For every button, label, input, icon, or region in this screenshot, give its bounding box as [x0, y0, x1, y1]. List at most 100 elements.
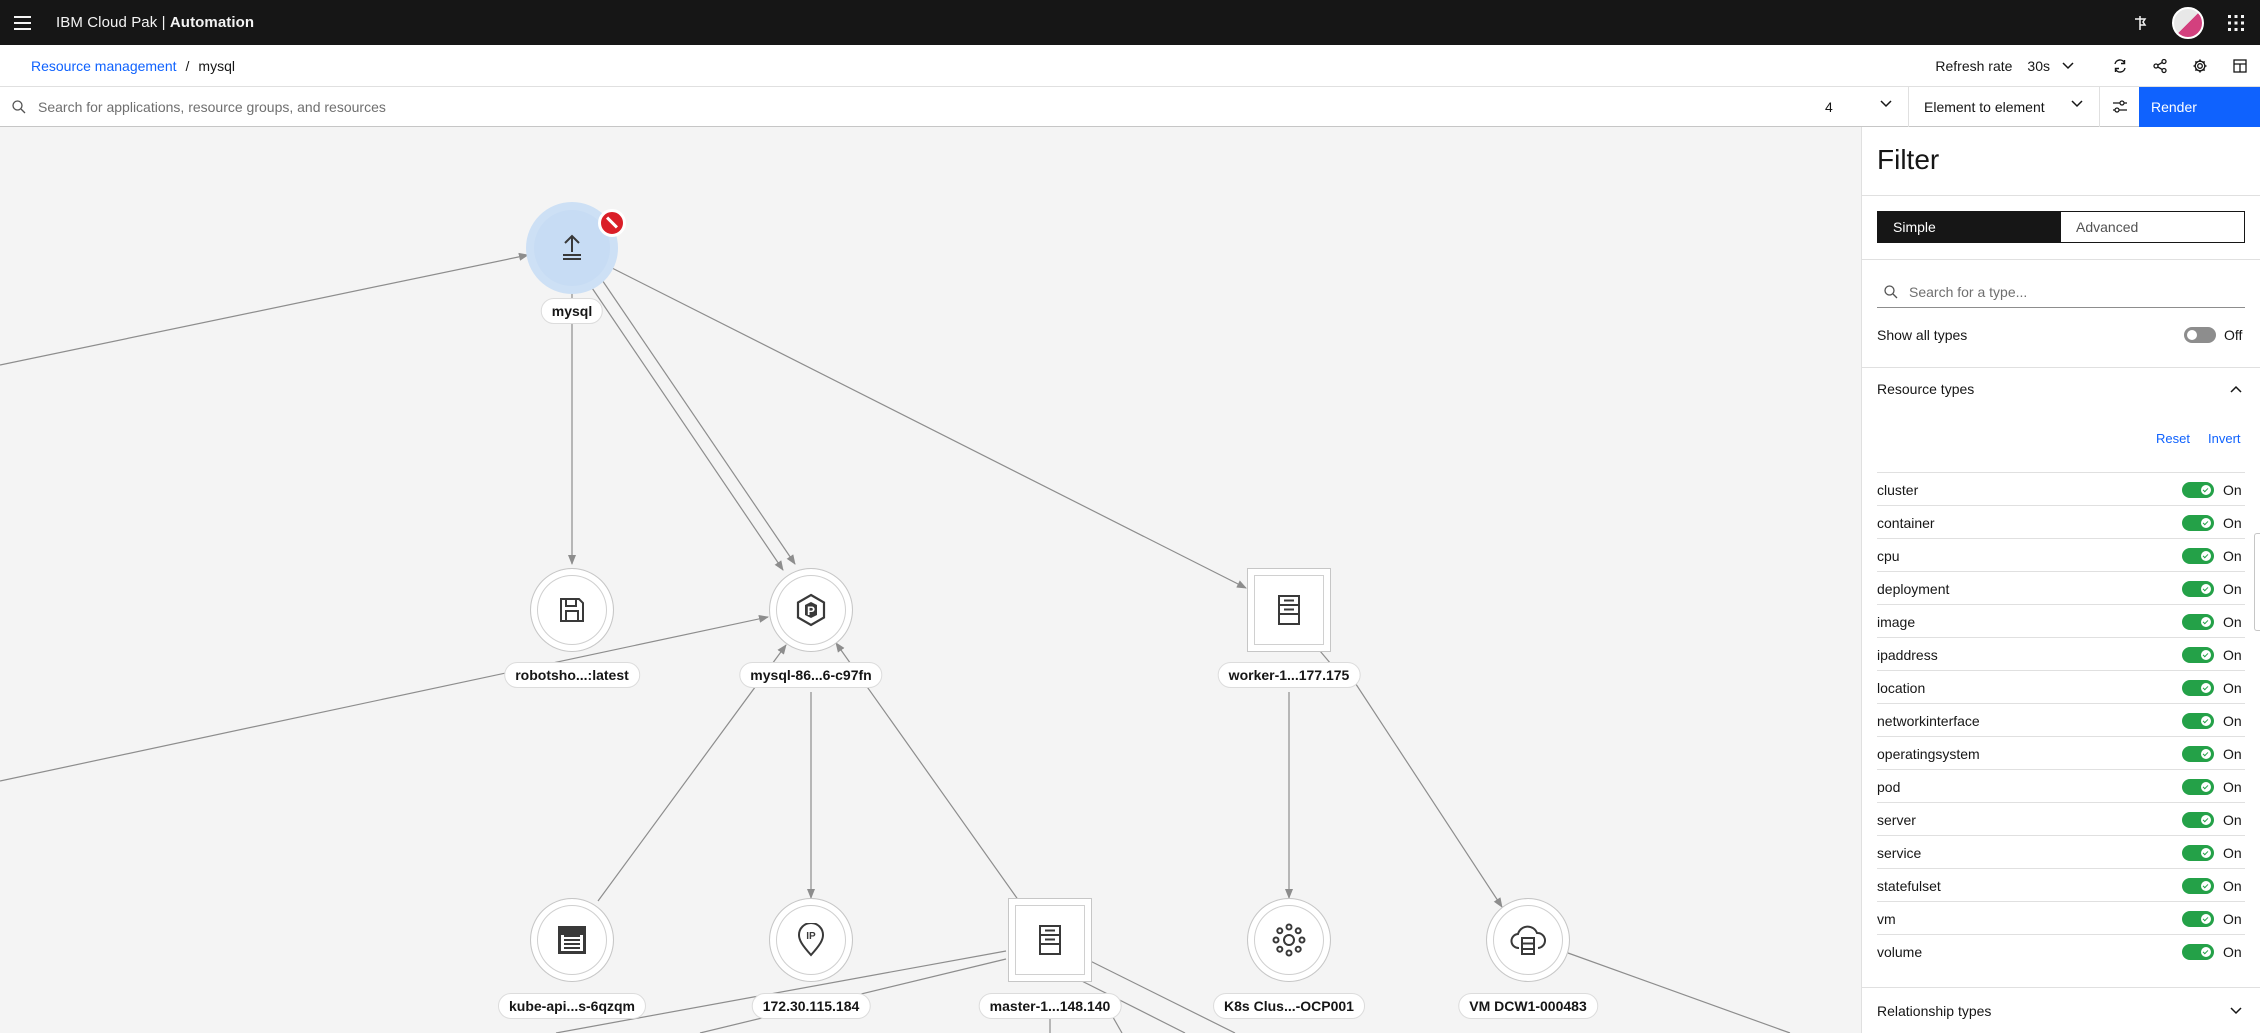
user-avatar[interactable]	[2164, 0, 2212, 45]
chevron-down-icon	[2071, 100, 2083, 108]
node-label-kube-api[interactable]: kube-api...s-6qzqm	[497, 993, 647, 1019]
resource-type-toggle[interactable]	[2182, 845, 2214, 861]
divider	[1862, 987, 2260, 988]
resource-type-toggle[interactable]	[2182, 581, 2214, 597]
node-master[interactable]	[1008, 898, 1092, 982]
resource-type-name: statefulset	[1877, 878, 1941, 894]
show-all-types-toggle[interactable]	[2184, 327, 2216, 343]
pod-hexagon-icon: P	[796, 593, 826, 627]
node-cluster[interactable]	[1247, 898, 1331, 982]
hop-type-value: Element to element	[1924, 99, 2045, 115]
blocked-status-icon	[598, 209, 626, 237]
node-label-worker[interactable]: worker-1...177.175	[1217, 662, 1361, 688]
node-pod[interactable]: P	[769, 568, 853, 652]
hop-type-dropdown[interactable]: Element to element	[1908, 87, 2099, 127]
resource-type-toggle[interactable]	[2182, 647, 2214, 663]
ip-location-icon: IP	[797, 923, 825, 957]
resource-type-toggle[interactable]	[2182, 515, 2214, 531]
node-label-master[interactable]: master-1...148.140	[978, 993, 1122, 1019]
resource-type-row: deployment On	[1877, 571, 2245, 604]
resource-type-toggle[interactable]	[2182, 713, 2214, 729]
resource-search-input[interactable]	[38, 98, 1818, 115]
breadcrumb: Resource management / mysql	[31, 58, 235, 74]
invert-link[interactable]: Invert	[2208, 431, 2241, 446]
search-bar: 4 Element to element Render	[0, 87, 2260, 127]
hamburger-menu-icon[interactable]	[0, 0, 45, 45]
hops-dropdown[interactable]: 4	[1814, 87, 1908, 127]
resource-type-state: On	[2223, 713, 2242, 729]
tab-advanced[interactable]: Advanced	[2061, 212, 2244, 242]
top-header: IBM Cloud Pak | Automation	[0, 0, 2260, 45]
edge	[1347, 671, 1503, 908]
resource-type-name: server	[1877, 812, 1916, 828]
type-search-input[interactable]	[1909, 283, 2229, 300]
filter-panel: Filter Simple Advanced Show all types Of…	[1861, 127, 2260, 1033]
divider	[1862, 259, 2260, 260]
share-icon[interactable]	[2140, 45, 2180, 87]
node-label-vm[interactable]: VM DCW1-000483	[1458, 993, 1598, 1019]
node-label-robotshop[interactable]: robotsho...:latest	[504, 662, 640, 688]
node-label-ipaddress[interactable]: 172.30.115.184	[751, 993, 871, 1019]
resource-type-toggle[interactable]	[2182, 878, 2214, 894]
reset-link[interactable]: Reset	[2156, 431, 2190, 446]
resource-type-name: image	[1877, 614, 1916, 630]
edge	[599, 276, 796, 565]
cloud-vm-icon	[1510, 925, 1546, 955]
search-icon	[0, 87, 38, 127]
show-all-types-state: Off	[2224, 327, 2243, 343]
breadcrumb-current: mysql	[198, 57, 235, 74]
resource-type-name: volume	[1877, 944, 1923, 960]
resource-type-row: operatingsystem On	[1877, 736, 2245, 769]
resource-type-toggle[interactable]	[2182, 944, 2214, 960]
resource-type-toggle[interactable]	[2182, 746, 2214, 762]
tab-simple[interactable]: Simple	[1878, 212, 2061, 242]
pin-icon[interactable]	[2116, 0, 2164, 45]
resource-type-toggle[interactable]	[2182, 812, 2214, 828]
app-switcher-grid-icon[interactable]	[2212, 0, 2260, 45]
breadcrumb-separator: /	[185, 57, 190, 74]
resource-type-toggle[interactable]	[2182, 911, 2214, 927]
resource-type-row: vm On	[1877, 901, 2245, 934]
node-ipaddress[interactable]: IP	[769, 898, 853, 982]
resource-type-toggle[interactable]	[2182, 614, 2214, 630]
product-name[interactable]: IBM Cloud Pak | Automation	[56, 14, 255, 31]
resource-type-row: pod On	[1877, 769, 2245, 802]
gear-icon[interactable]	[2180, 45, 2220, 87]
resource-type-state: On	[2223, 515, 2242, 531]
node-robotshop[interactable]	[530, 568, 614, 652]
resource-type-name: service	[1877, 845, 1922, 861]
relationship-types-heading[interactable]: Relationship types	[1877, 1003, 1992, 1019]
refresh-rate-dropdown[interactable]: 30s	[2027, 58, 2074, 74]
node-worker[interactable]	[1247, 568, 1331, 652]
chevron-up-icon[interactable]	[2230, 385, 2242, 393]
resource-type-name: container	[1877, 515, 1935, 531]
topology-canvas[interactable]: mysql robotsho...:latest P mysql-86...6-…	[0, 127, 1861, 1033]
filter-mode-switcher: Simple Advanced	[1877, 211, 2245, 243]
panel-scrollbar[interactable]	[2254, 533, 2260, 631]
node-label-cluster[interactable]: K8s Clus...-OCP001	[1213, 993, 1365, 1019]
type-search-field	[1877, 276, 2245, 308]
resource-type-toggle[interactable]	[2182, 779, 2214, 795]
breadcrumb-resource-management[interactable]: Resource management	[31, 57, 177, 74]
resource-type-state: On	[2223, 878, 2242, 894]
svg-text:P: P	[807, 604, 815, 618]
node-label-pod[interactable]: mysql-86...6-c97fn	[739, 662, 883, 688]
node-vm[interactable]	[1486, 898, 1570, 982]
resource-types-heading[interactable]: Resource types	[1877, 381, 1975, 397]
resource-type-row: image On	[1877, 604, 2245, 637]
resource-type-toggle[interactable]	[2182, 680, 2214, 696]
resource-type-name: pod	[1877, 779, 1901, 795]
resource-type-row: container On	[1877, 505, 2245, 538]
resource-type-row: networkinterface On	[1877, 703, 2245, 736]
chevron-down-icon[interactable]	[2230, 1007, 2242, 1015]
resource-type-toggle[interactable]	[2182, 482, 2214, 498]
layout-icon[interactable]	[2220, 45, 2260, 87]
resource-type-toggle[interactable]	[2182, 548, 2214, 564]
resource-type-name: ipaddress	[1877, 647, 1938, 663]
render-button[interactable]: Render	[2139, 87, 2260, 127]
sliders-icon[interactable]	[2099, 87, 2139, 127]
node-label-mysql[interactable]: mysql	[540, 298, 604, 324]
show-all-types-label: Show all types	[1877, 327, 1968, 343]
node-kube-api[interactable]	[530, 898, 614, 982]
refresh-icon[interactable]	[2100, 45, 2140, 87]
